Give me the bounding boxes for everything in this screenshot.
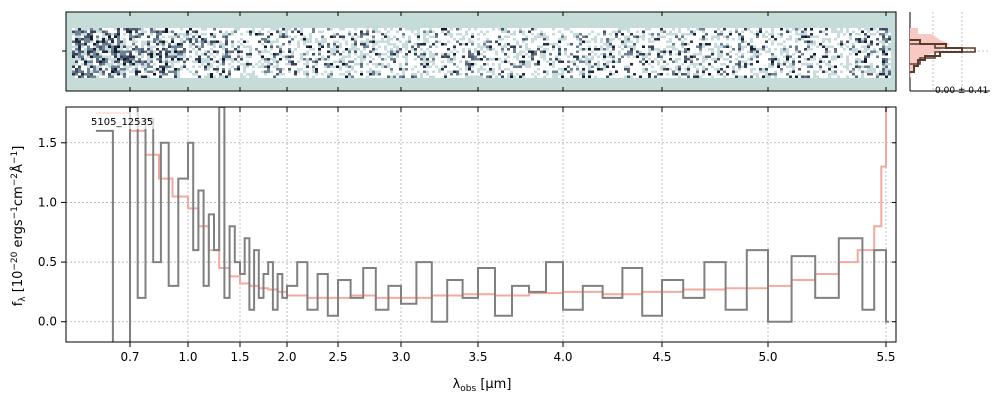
object-label-box — [84, 112, 164, 129]
plot-frame — [65, 106, 897, 343]
y-tick-label: 1.0 — [38, 195, 57, 209]
x-axis-label: λobs [μm] — [453, 377, 512, 394]
profile-annotation: 0.00 ± 0.41 — [935, 86, 988, 96]
y-axis-label: fλ [10−20 ergs−1cm−2Å−1] — [10, 146, 28, 307]
data-series — [95, 107, 889, 342]
x-tick-label: 0.7 — [120, 350, 139, 364]
x-tick-label: 4.0 — [553, 350, 572, 364]
y-tick-label: 1.5 — [38, 136, 57, 150]
spectrum-1d-panel: 0.7 1.0 1.5 2.0 2.5 3.0 3.5 4.0 4.5 5.0 5.5 0.0 0.5 1… — [10, 106, 897, 394]
x-tick-label: 1.0 — [178, 350, 197, 364]
x-tick-label: 3.0 — [391, 350, 410, 364]
spectrum-2d-ticks — [62, 12, 887, 91]
y-tick-label: 0.0 — [38, 315, 57, 329]
x-tick-label: 5.0 — [758, 350, 777, 364]
x-tick-label: 3.5 — [468, 350, 487, 364]
x-tick-label: 1.5 — [230, 350, 249, 364]
spectrum-2d-pixels — [72, 28, 891, 78]
x-tick-label: 4.5 — [652, 350, 671, 364]
axis-ticks: 0.7 1.0 1.5 2.0 2.5 3.0 3.5 4.0 4.5 5.0 5.5 0.0 0.5 1… — [38, 107, 896, 364]
x-tick-label: 2.0 — [277, 350, 296, 364]
profile-panel: 0.00 ± 0.41 — [909, 12, 990, 96]
spectrum-2d-panel — [62, 11, 897, 92]
x-tick-label: 5.5 — [876, 350, 895, 364]
x-tick-label: 2.5 — [328, 350, 347, 364]
object-label: 5105_12535 — [91, 117, 153, 128]
y-tick-label: 0.5 — [38, 255, 57, 269]
profile-content — [909, 12, 990, 92]
